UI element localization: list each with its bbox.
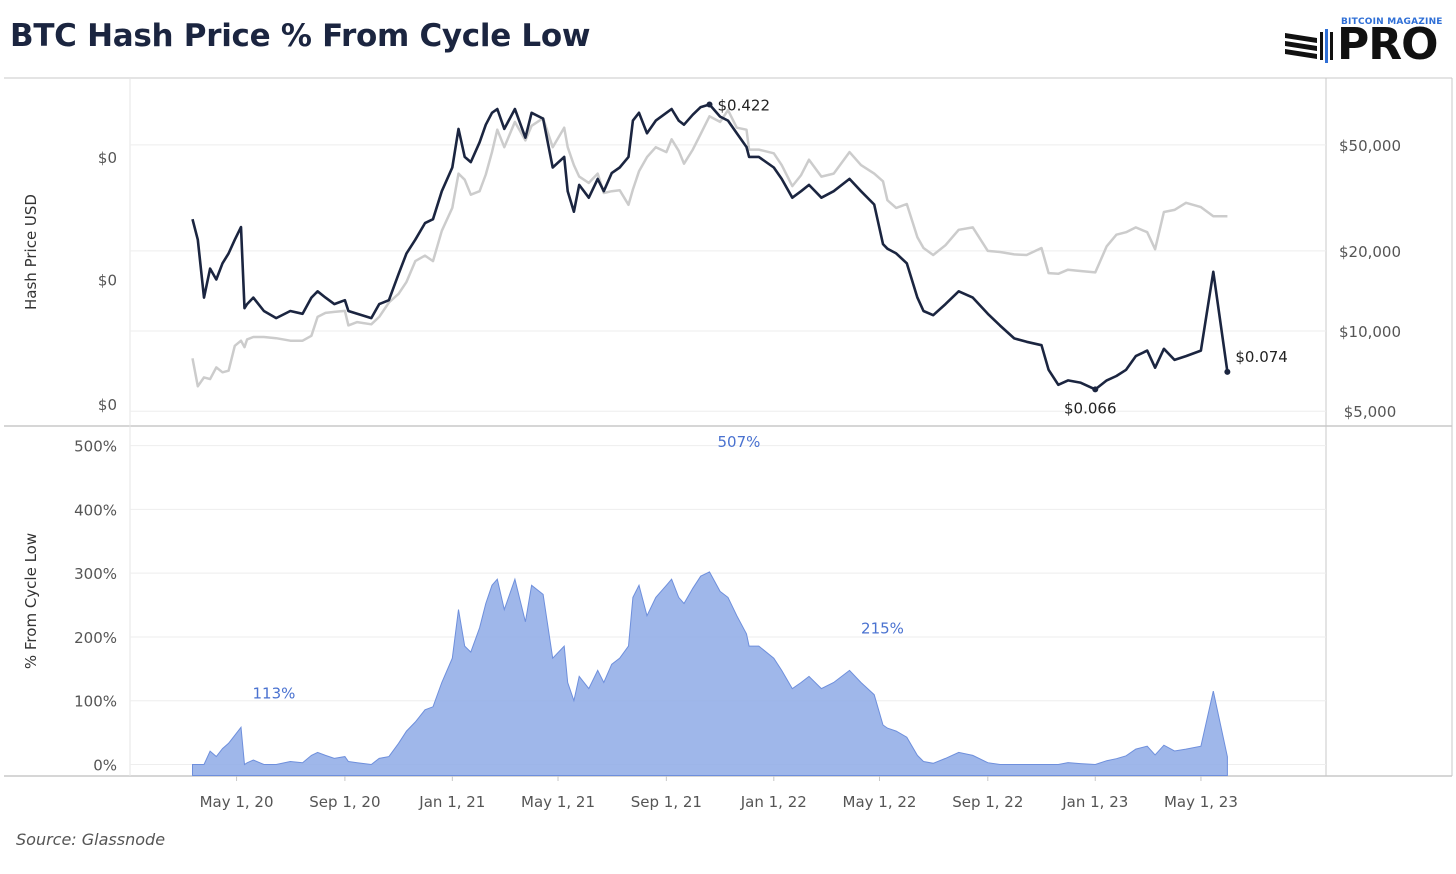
top-y-axis-title: Hash Price USD <box>22 194 40 310</box>
hash-price-annotation: $0.066 <box>1064 399 1117 417</box>
right-tick-label: $10,000 <box>1339 323 1401 341</box>
bottom-tick-label: 500% <box>74 438 117 456</box>
logo-small-text: BITCOIN MAGAZINE <box>1341 17 1443 27</box>
right-tick-label: $50,000 <box>1339 137 1401 155</box>
x-tick-label: May 1, 22 <box>843 793 917 811</box>
x-tick-label: May 1, 21 <box>521 793 595 811</box>
left-tick-label: $0 <box>98 272 117 290</box>
hash-price-point-marker <box>1092 386 1099 393</box>
hash-price-annotation: $0.074 <box>1235 348 1288 366</box>
bottom-tick-label: 0% <box>93 757 117 775</box>
chart-title: BTC Hash Price % From Cycle Low <box>10 18 591 54</box>
pct-annotation: 113% <box>252 684 295 702</box>
left-tick-label: $0 <box>98 149 117 167</box>
pct-annotation: 507% <box>718 433 761 451</box>
bottom-tick-label: 100% <box>74 693 117 711</box>
bitcoin-magazine-bars-icon <box>1285 29 1333 63</box>
bottom-tick-label: 300% <box>74 565 117 583</box>
x-tick-label: Sep 1, 21 <box>631 793 702 811</box>
hash-price-line <box>191 103 1229 391</box>
x-tick-label: Sep 1, 22 <box>952 793 1023 811</box>
x-tick-label: May 1, 23 <box>1164 793 1238 811</box>
btc-price-line <box>191 108 1228 388</box>
pct-annotation: 215% <box>861 619 904 637</box>
x-tick-label: May 1, 20 <box>200 793 274 811</box>
hash-price-annotation: $0.422 <box>718 97 771 115</box>
x-tick-label: Sep 1, 20 <box>309 793 380 811</box>
price-lines <box>191 103 1229 391</box>
bottom-y-axis-title: % From Cycle Low <box>22 533 40 669</box>
pct-from-low-fill <box>192 571 1228 776</box>
right-tick-label: $20,000 <box>1339 243 1401 261</box>
logo-pro-text: PRO <box>1337 19 1439 70</box>
pct-from-low-area <box>192 571 1228 776</box>
bottom-tick-label: 400% <box>74 501 117 519</box>
right-tick-label: $5,000 <box>1344 403 1397 421</box>
x-tick-label: Jan 1, 23 <box>1061 793 1128 811</box>
source-note: Source: Glassnode <box>16 830 166 849</box>
hash-price-point-marker <box>1224 368 1231 375</box>
x-tick-label: Jan 1, 21 <box>418 793 485 811</box>
hash-price-point-marker <box>706 101 713 108</box>
bottom-tick-label: 200% <box>74 629 117 647</box>
bitcoin-magazine-pro-logo <box>1283 16 1447 66</box>
annotations: $0.422 $0.066 $0.074 113% 507% 215% <box>252 97 1287 703</box>
tick-labels: $50,000 $20,000 $10,000 $5,000 $0 $0 $0 Hash Pr… <box>22 137 1401 811</box>
left-tick-label: $0 <box>98 396 117 414</box>
x-tick-label: Jan 1, 22 <box>740 793 807 811</box>
